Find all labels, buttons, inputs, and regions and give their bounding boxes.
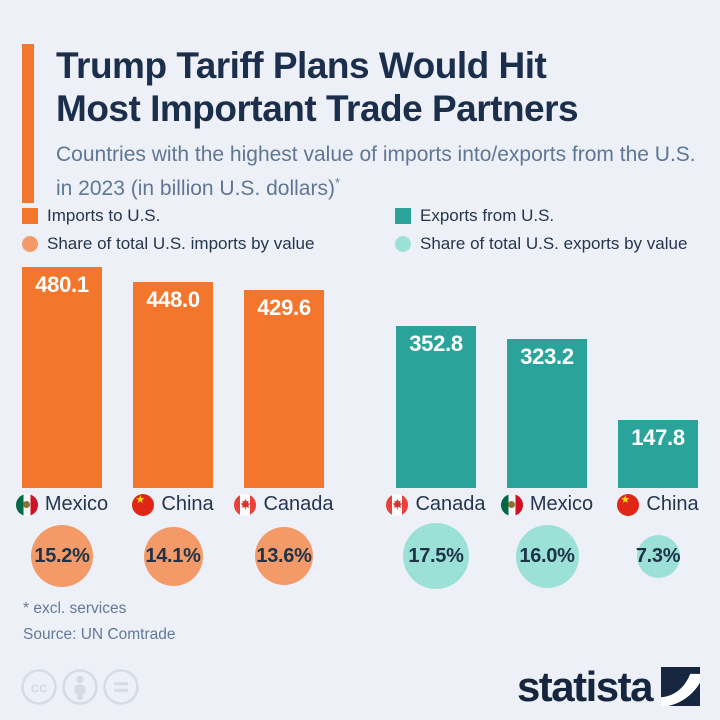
title-line-1: Trump Tariff Plans Would Hit [56,45,547,86]
bar-chart: 480.1 Mexico 15.2% 448.0 ★ China 14.1% 4… [15,266,699,591]
bottom-bar: cc statista [20,663,700,710]
statista-logo[interactable]: statista [516,663,700,710]
share-label: 14.1% [145,544,201,567]
china-flag-icon: ★ [617,493,640,516]
country-label-row: ★ China [617,488,699,521]
title-line-2: Most Important Trade Partners [56,88,579,129]
cc-license-link[interactable]: cc [20,668,140,706]
bar-column-exports-canada: 352.8 Canada 17.5% [386,266,486,591]
footnotes: * excl. services Source: UN Comtrade [23,596,175,648]
bar-column-imports-mexico: 480.1 Mexico 15.2% [15,266,108,591]
legend-item-exports: Exports from U.S. [395,206,687,226]
bar-column-exports-mexico: 323.2 Mexico 16.0% [500,266,593,591]
attribution-icon [62,668,98,705]
mexico-flag-icon [15,493,38,516]
share-circle-imports-canada: 13.6% [255,527,313,585]
country-label-row: Canada [386,488,486,521]
bar-value-label: 323.2 [520,344,574,369]
canada-flag-icon [386,493,409,516]
statista-logo-mark-icon [661,667,700,706]
statista-wordmark: statista [516,663,654,710]
bar-value-label: 480.1 [35,272,89,297]
footnote-text: * excl. services [23,600,127,617]
share-circle-exports-mexico: 16.0% [515,524,579,588]
header: Trump Tariff Plans Would Hit Most Import… [0,0,720,203]
share-label: 13.6% [256,544,312,567]
share-circle-imports-mexico: 15.2% [31,525,93,587]
bar-imports-canada: 429.6 [244,290,324,488]
share-label: 7.3% [635,544,681,567]
legend-label: Share of total U.S. imports by value [47,234,315,253]
country-name: China [646,493,699,515]
country-name: Canada [415,493,486,515]
legend: Imports to U.S. Share of total U.S. impo… [22,206,698,262]
bar-column-imports-canada: 429.6 Canada 13.6% [234,266,334,591]
legend-label: Share of total U.S. exports by value [420,234,688,253]
imports-square-swatch-icon [22,208,38,224]
legend-exports-column: Exports from U.S. Share of total U.S. ex… [395,206,687,262]
subtitle: Countries with the highest value of impo… [56,143,696,200]
share-label: 15.2% [34,544,90,567]
share-circle-exports-canada: 17.5% [403,523,469,589]
bar-column-exports-china: 147.8 ★ China 7.3% [617,266,699,591]
imports-bar-group: 480.1 Mexico 15.2% 448.0 ★ China 14.1% 4… [15,266,334,591]
share-label: 17.5% [408,544,464,567]
source-text: Source: UN Comtrade [23,626,176,643]
legend-item-imports-share: Share of total U.S. imports by value [22,234,395,254]
country-label-row: Mexico [15,488,109,521]
share-label: 16.0% [519,544,575,567]
country-name: Mexico [44,493,109,515]
bar-value-label: 147.8 [631,425,685,450]
bar-exports-china: 147.8 [618,420,698,488]
svg-text:cc: cc [31,679,48,696]
bar-imports-mexico: 480.1 [22,267,102,488]
china-flag-icon: ★ [132,493,155,516]
country-name: China [161,493,214,515]
bar-exports-mexico: 323.2 [507,339,587,488]
bar-value-label: 448.0 [146,287,200,312]
legend-label: Exports from U.S. [420,206,555,225]
legend-item-imports: Imports to U.S. [22,206,395,226]
legend-item-exports-share: Share of total U.S. exports by value [395,234,687,254]
exports-bar-group: 352.8 Canada 17.5% 323.2 Mexico 16.0% 14… [386,266,699,591]
country-name: Mexico [529,493,594,515]
exports-share-circle-swatch-icon [395,236,411,252]
no-derivatives-icon [103,668,139,705]
bar-exports-canada: 352.8 [396,326,476,488]
country-label-row: Mexico [500,488,594,521]
mexico-flag-icon [500,493,523,516]
bar-column-imports-china: 448.0 ★ China 14.1% [132,266,214,591]
country-label-row: ★ China [132,488,214,521]
title-block: Trump Tariff Plans Would Hit Most Import… [22,44,698,203]
country-label-row: Canada [234,488,334,521]
country-name: Canada [263,493,334,515]
legend-imports-column: Imports to U.S. Share of total U.S. impo… [22,206,395,262]
exports-square-swatch-icon [395,208,411,224]
share-circle-exports-china: 7.3% [635,534,681,578]
bar-value-label: 352.8 [409,331,463,356]
cc-icon: cc [21,668,57,705]
bar-value-label: 429.6 [257,295,311,320]
footnote-marker: * [334,175,341,190]
imports-share-circle-swatch-icon [22,236,38,252]
page-title: Trump Tariff Plans Would Hit Most Import… [56,44,698,130]
share-circle-imports-china: 14.1% [143,526,203,586]
legend-label: Imports to U.S. [47,206,161,225]
bar-imports-china: 448.0 [133,282,213,488]
canada-flag-icon [234,493,257,516]
